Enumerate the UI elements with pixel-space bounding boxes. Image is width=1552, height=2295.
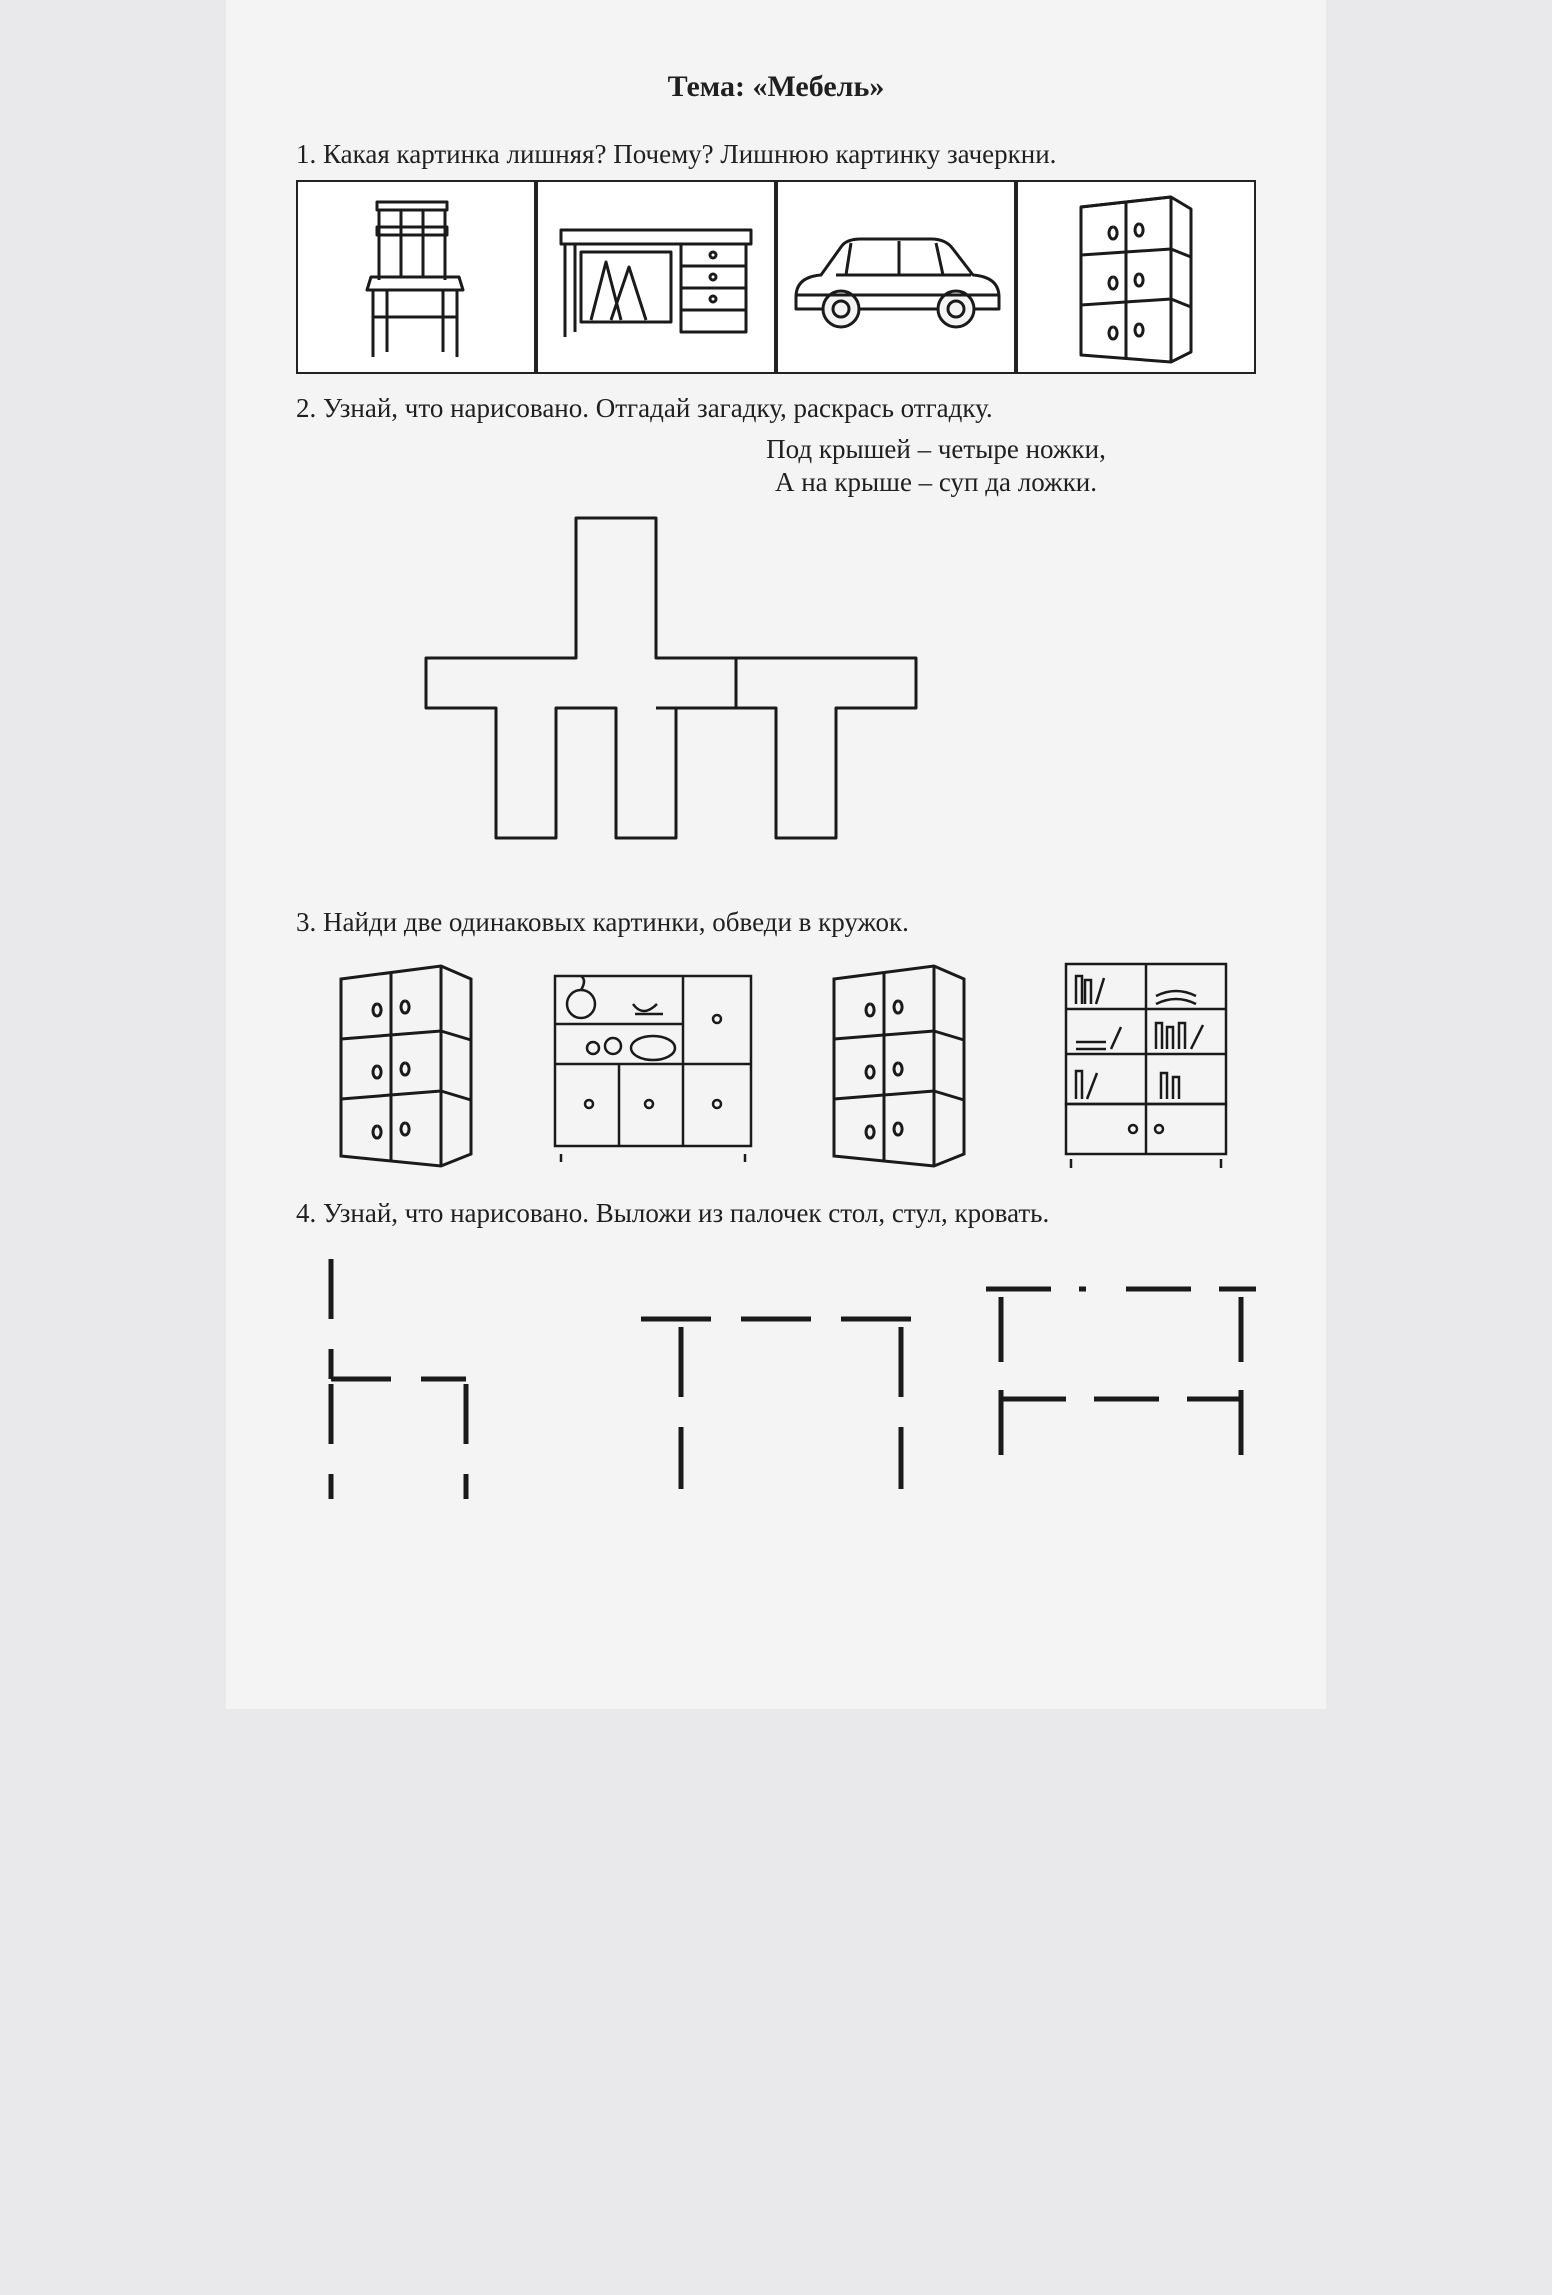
riddle-line-1: Под крышей – четыре ножки, — [616, 434, 1256, 465]
sticks-chair-icon — [296, 1249, 556, 1509]
q1-desk — [536, 180, 776, 374]
q1-car — [776, 180, 1016, 374]
worksheet-page: Тема: «Мебель» 1. Какая картинка лишняя?… — [226, 0, 1326, 1709]
q3-wardrobe-b — [789, 949, 1009, 1179]
sideboard-icon — [543, 964, 763, 1164]
q3-sideboard — [543, 949, 763, 1179]
task-1-images — [296, 180, 1256, 374]
task-1-text: 1. Какая картинка лишняя? Почему? Лишнюю… — [296, 138, 1256, 172]
q4-sticks-table — [626, 1249, 926, 1509]
task-2-text: 2. Узнай, что нарисовано. Отгадай загадк… — [296, 392, 1256, 426]
overlapping-outlines-icon — [356, 508, 976, 868]
wardrobe-icon — [1061, 187, 1211, 367]
chair-icon — [341, 192, 491, 362]
sticks-bed-icon — [956, 1249, 1276, 1509]
sticks-table-icon — [626, 1249, 956, 1509]
q1-wardrobe — [1016, 180, 1256, 374]
q3-bookcase — [1036, 949, 1256, 1179]
riddle-line-2: А на крыше – суп да ложки. — [616, 467, 1256, 498]
task-3-text: 3. Найди две одинаковых картинки, обведи… — [296, 906, 1256, 940]
q4-sticks-bed — [956, 1249, 1256, 1509]
desk-icon — [551, 202, 761, 352]
q1-chair — [296, 180, 536, 374]
task-4-images — [296, 1249, 1256, 1509]
task-4-text: 4. Узнай, что нарисовано. Выложи из пало… — [296, 1197, 1256, 1231]
page-title: Тема: «Мебель» — [296, 70, 1256, 104]
wardrobe-b-icon — [814, 954, 984, 1174]
q3-wardrobe-a — [296, 949, 516, 1179]
bookcase-icon — [1051, 954, 1241, 1174]
q4-sticks-chair — [296, 1249, 596, 1509]
task-3-images — [296, 949, 1256, 1179]
task-2-figure — [356, 508, 1256, 888]
wardrobe-a-icon — [321, 954, 491, 1174]
car-icon — [781, 217, 1011, 337]
